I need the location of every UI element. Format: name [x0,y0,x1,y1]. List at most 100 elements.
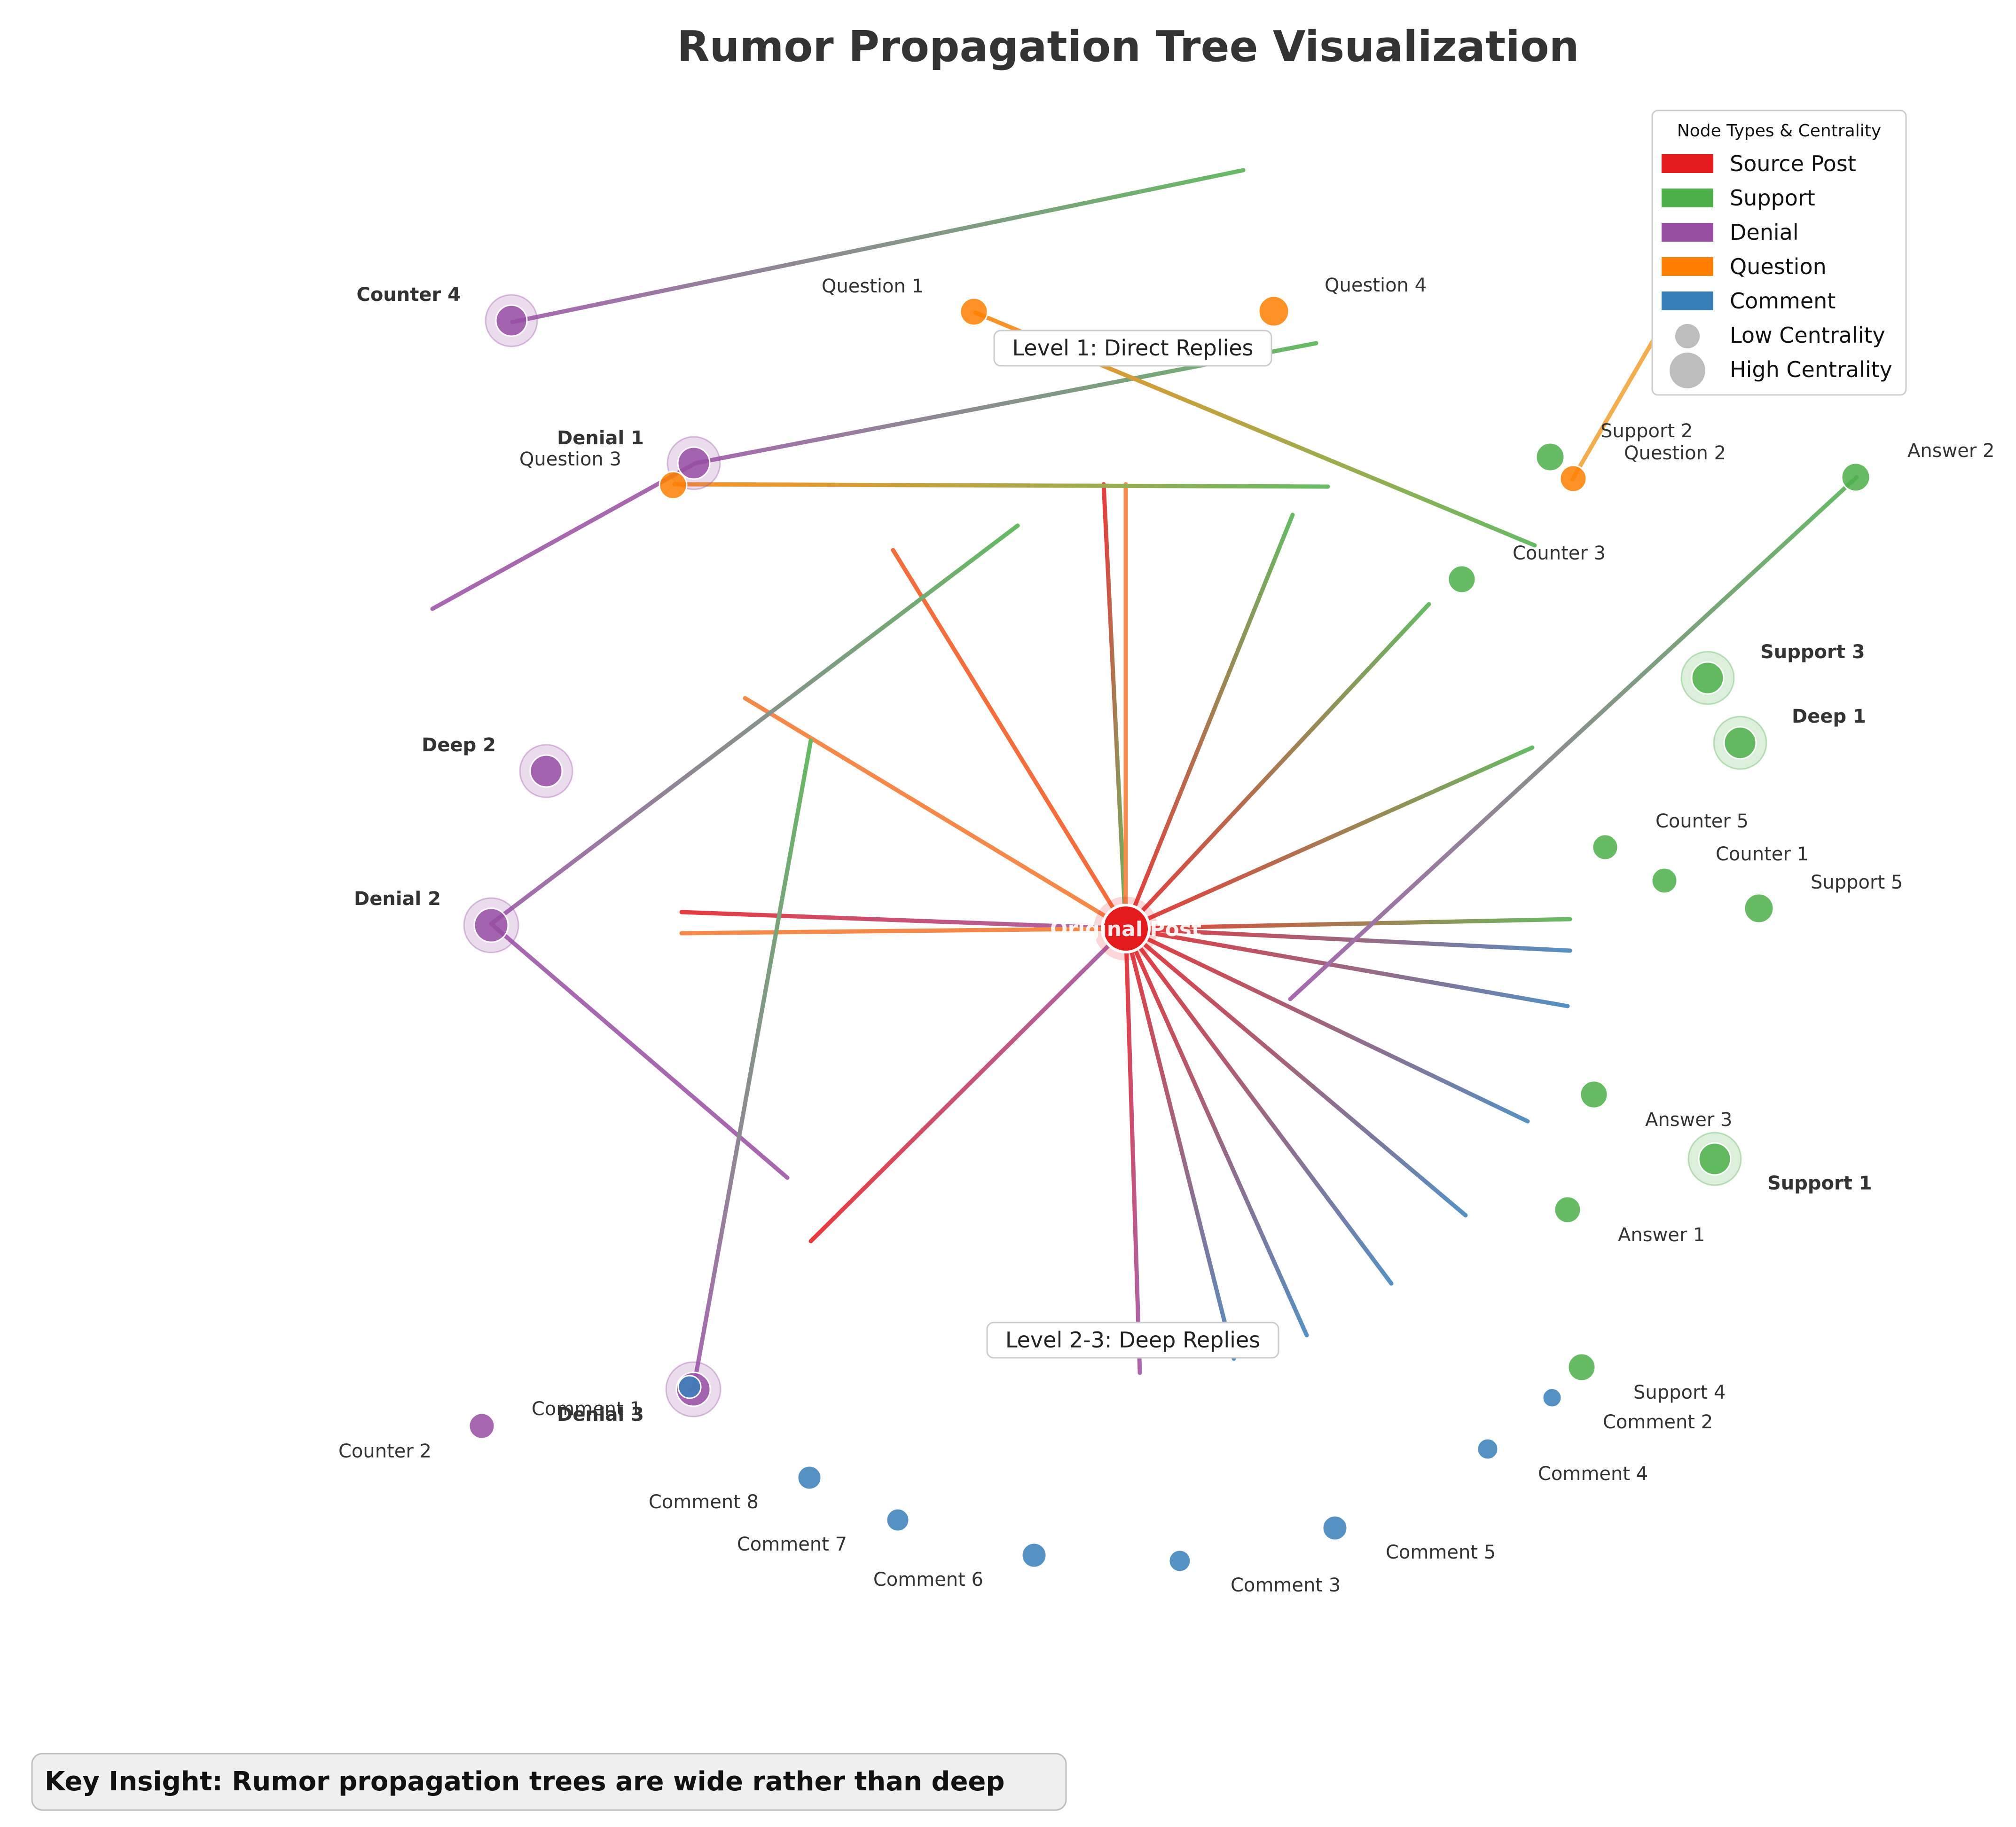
node-circle [1322,1515,1348,1541]
edge [510,168,1246,324]
edge [1123,926,1394,1286]
edge [430,461,698,611]
legend-label: Denial [1730,220,1799,245]
edge [1101,482,1128,931]
node-counter-4: Counter 4 [356,284,538,347]
edge [1123,745,1535,931]
node-label: Denial 2 [354,888,441,910]
node-comment-2: Comment 2 [1542,1387,1713,1433]
chart-title: Rumor Propagation Tree Visualization [677,22,1579,71]
node-comment-1: Comment 1 [532,1375,702,1420]
insight-text: Key Insight: Rumor propagation trees are… [45,1766,1005,1797]
node-circle [959,297,988,326]
node-circle [1168,1549,1192,1573]
node-circle [1651,867,1678,894]
node-answer-3: Answer 3 [1579,1080,1733,1131]
node-label: Counter 4 [356,284,461,306]
node-circle [468,1412,495,1440]
node-label: Support 1 [1767,1173,1872,1194]
node-label: Counter 3 [1513,543,1606,564]
edge [743,696,1128,931]
node-circle [529,754,563,788]
node-label: Question 3 [519,449,621,470]
node-label: Comment 7 [737,1534,847,1555]
node-circle [677,1375,702,1399]
node-circle [1476,1438,1499,1460]
node-circle [886,1508,910,1532]
low-centrality-marker [1675,324,1700,348]
node-comment-8: Comment 8 [649,1465,822,1513]
node-comment-7: Comment 7 [737,1508,910,1555]
node-deep-1: Deep 1 [1713,706,1866,770]
node-question-4: Question 4 [1258,275,1427,327]
high-centrality-marker [1670,353,1705,388]
node-circle [1691,661,1725,695]
edge [691,738,813,1392]
node-label: Counter 5 [1655,811,1749,832]
node-support-4: Support 4 [1567,1353,1726,1403]
node-answer-2: Answer 2 [1841,440,1995,492]
node-label: Comment 4 [1538,1463,1648,1485]
legend-swatch [1662,189,1713,207]
edge [679,910,1128,931]
node-label: Comment 6 [873,1569,983,1591]
node-counter-3: Counter 3 [1447,543,1606,594]
edge [489,921,790,1180]
legend-swatch [1662,291,1713,310]
edge [891,548,1128,931]
node-label: Answer 2 [1907,440,1995,462]
legend-swatch [1662,223,1713,242]
node-circle [797,1465,822,1490]
node-circle [1723,726,1757,760]
legend-high-centrality: High Centrality [1730,357,1892,382]
node-counter-2: Counter 2 [338,1412,495,1462]
node-label: Answer 1 [1618,1224,1705,1246]
node-label: Comment 8 [649,1491,759,1513]
edge [1123,926,1236,1361]
edge [1123,926,1468,1218]
nodes-layer: Support 1 Support 2 Support 3 Support 4 Supp… [338,275,1995,1596]
node-label: Counter 1 [1716,843,1809,865]
node-circle [1553,1196,1582,1224]
node-circle [1743,893,1774,924]
node-support-3: Support 3 [1680,641,1865,705]
node-label: Denial 1 [557,427,644,449]
node-counter-5: Counter 5 [1592,811,1749,861]
node-denial-3: Denial 3 [557,1361,722,1425]
node-label: Support 2 [1600,420,1693,442]
node-label: Answer 3 [1645,1109,1733,1131]
node-comment-6: Comment 6 [873,1542,1047,1591]
source-node: Original Post [1050,897,1201,961]
node-circle [1592,834,1619,861]
node-label: Deep 1 [1792,706,1866,727]
level1-label-box: Level 1: Direct Replies [993,330,1272,367]
edge [1123,512,1295,931]
node-circle [1559,465,1587,493]
node-label: Comment 3 [1231,1575,1341,1596]
node-support-1: Support 1 [1687,1132,1872,1194]
edge [1123,926,1530,1124]
node-counter-1: Counter 1 [1651,843,1809,894]
node-label: Deep 2 [422,734,496,756]
edge [1123,917,1572,931]
node-label: Comment 2 [1603,1411,1713,1433]
edge [1123,926,1570,1008]
node-circle [1579,1080,1608,1109]
edge [1123,926,1572,953]
node-label: Question 4 [1325,275,1427,296]
edge [489,523,1020,926]
legend: Node Types & Centrality Source Post Suppo… [1651,110,1907,396]
node-support-2: Support 2 [1535,420,1693,472]
node-label: Question 2 [1624,442,1726,464]
node-circle [1535,442,1565,472]
level23-label-box: Level 2-3: Deep Replies [986,1322,1279,1359]
edges [430,168,1859,1392]
source-label: Original Post [1050,917,1201,941]
edge [808,926,1128,1244]
node-circle [1447,565,1476,594]
node-circle [495,304,528,337]
level23-label: Level 2-3: Deep Replies [1005,1327,1260,1353]
level1-label: Level 1: Direct Replies [1012,335,1253,361]
edge [1123,926,1142,1375]
legend-label: Support [1730,185,1815,211]
